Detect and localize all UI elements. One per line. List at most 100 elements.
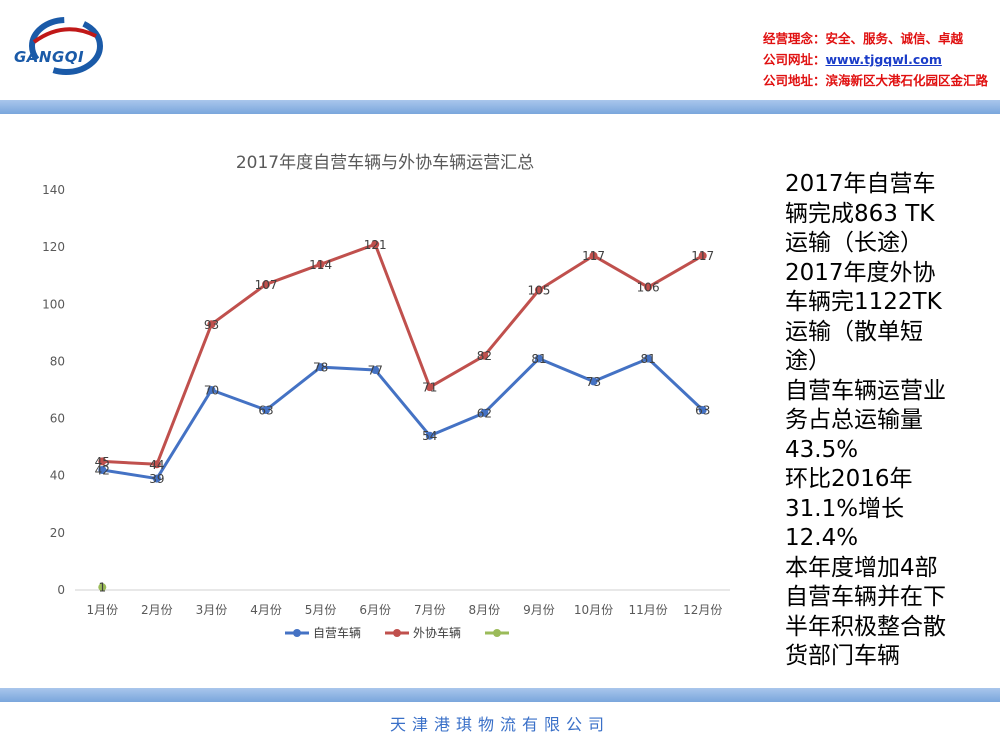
x-tick-label: 9月份 bbox=[523, 603, 555, 617]
summary-line: 2017年自营车 bbox=[785, 171, 936, 197]
data-point bbox=[371, 366, 380, 374]
x-tick-label: 10月份 bbox=[574, 603, 613, 617]
data-point bbox=[371, 240, 380, 249]
y-tick-label: 20 bbox=[50, 526, 65, 540]
summary-line: 途） bbox=[785, 348, 831, 374]
data-point bbox=[316, 363, 325, 372]
bottom-divider-bar bbox=[0, 688, 1000, 702]
summary-line: 务占总运输量 bbox=[785, 407, 923, 433]
data-label: 78 bbox=[313, 361, 328, 375]
data-label: 63 bbox=[258, 404, 273, 418]
data-point bbox=[262, 406, 271, 414]
legend-item: 自营车辆 bbox=[285, 625, 361, 640]
summary-line: 辆完成863 TK bbox=[785, 200, 935, 227]
data-point bbox=[152, 474, 161, 483]
data-point bbox=[98, 466, 107, 474]
website-link[interactable]: www.tjgqwl.com bbox=[825, 52, 942, 67]
summary-line: 运输（长途） bbox=[785, 230, 923, 256]
data-label: 117 bbox=[691, 249, 714, 263]
company-info: 经营理念：安全、服务、诚信、卓越 公司网址：www.tjgqwl.com 公司地… bbox=[763, 28, 988, 91]
data-label: 1 bbox=[98, 581, 106, 595]
x-tick-label: 3月份 bbox=[196, 603, 228, 617]
legend-item bbox=[485, 629, 509, 637]
data-point bbox=[207, 320, 216, 329]
x-tick-label: 5月份 bbox=[305, 603, 337, 617]
data-label: 73 bbox=[586, 375, 601, 389]
summary-line: 车辆完1122TK bbox=[785, 289, 942, 315]
company-address: 公司地址：滨海新区大港石化园区金汇路 bbox=[762, 73, 988, 88]
legend-marker bbox=[393, 629, 401, 637]
summary-line: 2017年度外协 bbox=[785, 259, 936, 286]
line-chart: 2017年度自营车辆与外协车辆运营汇总 0 20 40 60 80 100 120 140 1月… bbox=[42, 153, 730, 640]
summary-line: 货部门车辆 bbox=[785, 643, 900, 669]
summary-line: 自营车辆运营业 bbox=[785, 377, 946, 404]
data-label: 42 bbox=[95, 464, 110, 478]
summary-line: 自营车辆并在下 bbox=[785, 584, 946, 610]
data-label: 77 bbox=[368, 364, 383, 378]
legend-label: 外协车辆 bbox=[413, 625, 461, 640]
data-point bbox=[152, 460, 161, 469]
legend-marker bbox=[293, 629, 301, 637]
data-point bbox=[480, 351, 489, 360]
data-point bbox=[589, 251, 598, 260]
data-label: 54 bbox=[422, 429, 437, 443]
data-label: 44 bbox=[149, 458, 164, 472]
chart-title: 2017年度自营车辆与外协车辆运营汇总 bbox=[236, 153, 534, 173]
top-divider-bar bbox=[0, 100, 1000, 114]
data-point bbox=[98, 583, 107, 592]
data-point bbox=[425, 383, 434, 392]
data-label: 93 bbox=[204, 318, 219, 332]
company-philosophy: 经营理念：安全、服务、诚信、卓越 bbox=[762, 31, 963, 46]
x-tick-label: 2月份 bbox=[141, 603, 173, 617]
data-point bbox=[262, 280, 271, 289]
data-label: 105 bbox=[528, 284, 551, 298]
summary-line: 31.1%增长 bbox=[785, 495, 905, 522]
x-tick-label: 11月份 bbox=[628, 603, 667, 617]
data-label: 70 bbox=[204, 384, 219, 398]
company-website-line: 公司网址：www.tjgqwl.com bbox=[763, 49, 988, 70]
data-point bbox=[534, 354, 543, 363]
data-label: 81 bbox=[640, 352, 655, 366]
x-tick-label: 12月份 bbox=[683, 603, 722, 617]
y-tick-label: 0 bbox=[57, 583, 65, 597]
summary-line: 43.5% bbox=[785, 436, 859, 463]
data-label: 71 bbox=[422, 381, 437, 395]
legend-label: 自营车辆 bbox=[313, 625, 361, 640]
legend-marker bbox=[493, 629, 501, 637]
data-point bbox=[316, 260, 325, 269]
data-label: 63 bbox=[695, 404, 710, 418]
data-label: 39 bbox=[149, 472, 164, 486]
summary-line: 本年度增加4部 bbox=[785, 554, 938, 581]
series-line-1 bbox=[102, 357, 704, 481]
company-logo: GANGQI bbox=[4, 12, 114, 82]
y-tick-label: 60 bbox=[50, 412, 65, 426]
data-point bbox=[644, 283, 653, 292]
data-point bbox=[644, 354, 653, 363]
x-tick-label: 7月份 bbox=[414, 603, 446, 617]
data-label: 106 bbox=[637, 281, 660, 295]
series-line-2 bbox=[102, 242, 704, 466]
data-label: 107 bbox=[255, 278, 278, 292]
legend-item: 外协车辆 bbox=[385, 625, 461, 640]
data-label: 121 bbox=[364, 238, 387, 252]
x-tick-label: 8月份 bbox=[469, 603, 501, 617]
data-point bbox=[480, 408, 489, 417]
y-tick-label: 80 bbox=[50, 354, 65, 368]
x-tick-label: 6月份 bbox=[359, 603, 391, 617]
data-label: 62 bbox=[477, 406, 492, 420]
y-tick-label: 100 bbox=[42, 297, 65, 311]
logo-text: GANGQI bbox=[14, 48, 85, 66]
data-point bbox=[698, 251, 707, 260]
y-tick-label: 40 bbox=[50, 469, 65, 483]
data-point bbox=[534, 286, 543, 294]
x-tick-label: 4月份 bbox=[250, 603, 282, 617]
summary-line: 运输（散单短 bbox=[785, 318, 923, 345]
data-label: 45 bbox=[95, 455, 110, 469]
x-tick-label: 1月份 bbox=[86, 603, 118, 617]
summary-text: 2017年自营车 辆完成863 TK 运输（长途） 2017年度外协 车辆完1122TK… bbox=[785, 170, 990, 672]
data-label: 114 bbox=[309, 258, 332, 272]
summary-line: 12.4% bbox=[785, 525, 859, 551]
website-label: 公司网址： bbox=[762, 52, 826, 67]
data-point bbox=[207, 386, 216, 394]
summary-line: 环比2016年 bbox=[785, 466, 913, 492]
